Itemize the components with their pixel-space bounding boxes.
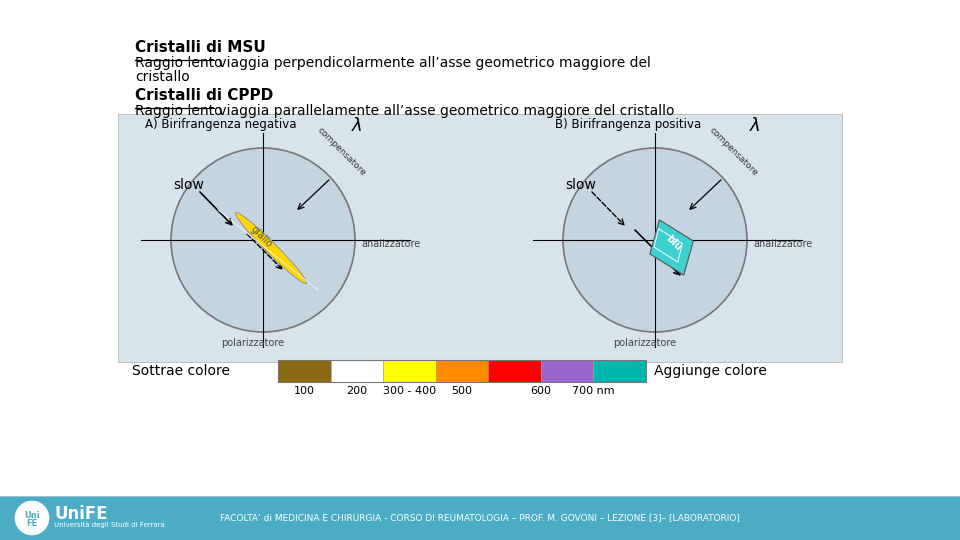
- Bar: [489, 360, 540, 382]
- Text: polarizzatore: polarizzatore: [613, 338, 677, 348]
- Text: viaggia parallelamente all’asse geometrico maggiore del cristallo: viaggia parallelamente all’asse geometri…: [214, 104, 675, 118]
- Text: FACOLTA’ di MEDICINA E CHIRURGIA - CORSO DI REUMATOLOGIA – PROF. M. GOVONI – LEZ: FACOLTA’ di MEDICINA E CHIRURGIA - CORSO…: [220, 514, 740, 523]
- Text: polarizzatore: polarizzatore: [222, 338, 284, 348]
- Text: UniFE: UniFE: [54, 505, 108, 523]
- Text: Sottrae colore: Sottrae colore: [132, 364, 230, 378]
- Bar: [330, 360, 383, 382]
- Text: Cristalli di CPPD: Cristalli di CPPD: [135, 88, 274, 103]
- Bar: [118, 114, 842, 362]
- Text: 100: 100: [294, 386, 315, 396]
- Text: cristallo: cristallo: [135, 70, 190, 84]
- Bar: [540, 360, 593, 382]
- Text: FE: FE: [26, 518, 37, 528]
- Text: Aggiunge colore: Aggiunge colore: [654, 364, 767, 378]
- Text: 500: 500: [451, 386, 472, 396]
- Bar: [383, 360, 436, 382]
- Bar: [593, 360, 646, 382]
- Text: B) Birifrangenza positiva: B) Birifrangenza positiva: [555, 118, 701, 131]
- Bar: [278, 360, 330, 382]
- Text: λ: λ: [750, 117, 760, 135]
- Text: A) Birifrangenza negativa: A) Birifrangenza negativa: [145, 118, 297, 131]
- Text: analizzatore: analizzatore: [361, 239, 420, 249]
- Text: 200: 200: [347, 386, 368, 396]
- Polygon shape: [650, 220, 693, 275]
- Text: analizzatore: analizzatore: [753, 239, 812, 249]
- Text: 700 nm: 700 nm: [572, 386, 614, 396]
- Circle shape: [171, 148, 355, 332]
- Text: slow: slow: [565, 178, 596, 192]
- Text: λ: λ: [352, 117, 363, 135]
- Ellipse shape: [235, 212, 306, 284]
- Text: slow: slow: [173, 178, 204, 192]
- Text: Raggio lento: Raggio lento: [135, 104, 223, 118]
- Text: Uni: Uni: [24, 510, 40, 519]
- Text: Cristalli di MSU: Cristalli di MSU: [135, 40, 266, 55]
- Text: 300 - 400: 300 - 400: [383, 386, 436, 396]
- Bar: [436, 360, 489, 382]
- Text: Università degli Studi di Ferrara: Università degli Studi di Ferrara: [54, 522, 165, 528]
- Bar: [278, 360, 646, 382]
- Bar: [0, 496, 960, 540]
- Circle shape: [15, 501, 49, 535]
- Text: compensatore: compensatore: [315, 126, 367, 178]
- Text: Raggio lento: Raggio lento: [135, 56, 223, 70]
- Text: viaggia perpendicolarmente all’asse geometrico maggiore del: viaggia perpendicolarmente all’asse geom…: [214, 56, 651, 70]
- Text: 600: 600: [530, 386, 551, 396]
- Text: blu: blu: [663, 233, 683, 253]
- Text: compensatore: compensatore: [707, 126, 759, 178]
- Text: giallo: giallo: [249, 224, 274, 250]
- Circle shape: [563, 148, 747, 332]
